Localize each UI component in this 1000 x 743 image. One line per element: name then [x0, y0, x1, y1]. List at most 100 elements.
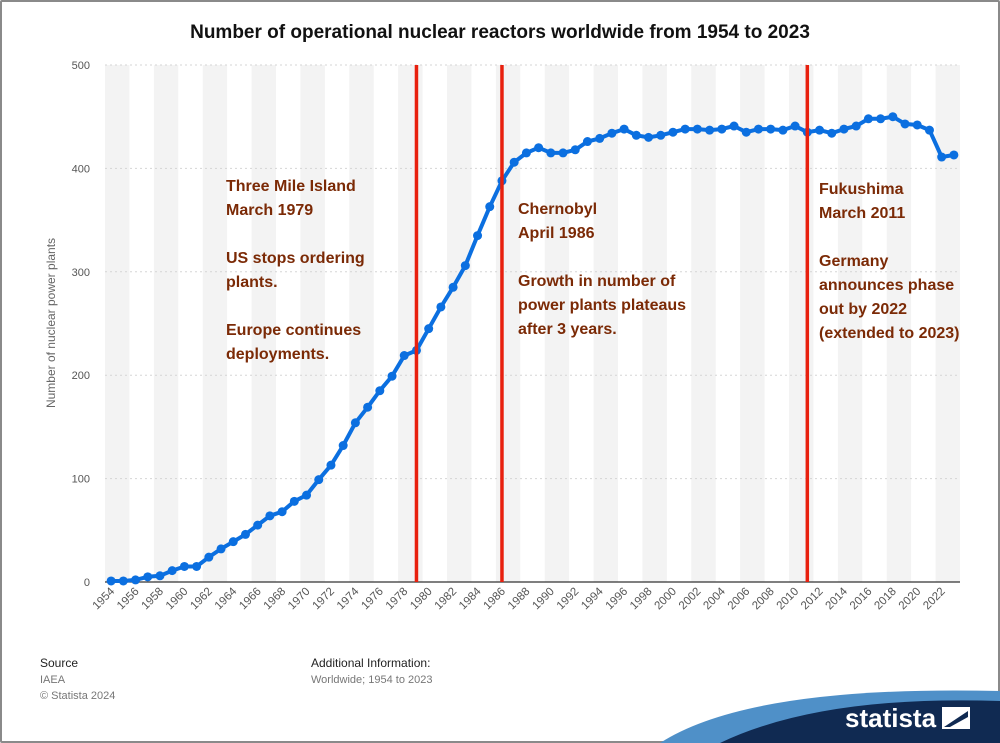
data-point	[118, 576, 128, 586]
data-point	[729, 121, 739, 131]
x-tick-label: 1998	[628, 586, 655, 613]
y-tick-label: 400	[72, 163, 90, 175]
x-tick-label: 1966	[237, 586, 264, 613]
data-point	[350, 418, 360, 428]
data-point	[656, 130, 666, 140]
event-annotation-line: deployments.	[226, 346, 329, 363]
x-tick-label: 1960	[164, 586, 191, 613]
background-band	[691, 65, 716, 582]
x-tick-label: 2004	[701, 585, 728, 612]
y-tick-label: 0	[84, 577, 90, 589]
data-point	[521, 148, 531, 158]
data-point	[851, 121, 861, 131]
background-band	[251, 65, 276, 582]
x-tick-label: 2022	[921, 586, 948, 613]
data-point	[424, 324, 434, 334]
event-annotation-line: Germany	[819, 253, 888, 270]
data-point	[167, 566, 177, 576]
event-annotation: Fukushima March 2011 Germany announces pha…	[819, 181, 959, 342]
data-point	[582, 137, 592, 147]
x-tick-label: 2010	[775, 586, 802, 613]
data-point	[399, 351, 409, 361]
x-tick-label: 2000	[653, 586, 680, 613]
x-tick-label: 1984	[457, 585, 484, 612]
data-point	[363, 402, 373, 412]
data-point	[228, 537, 238, 547]
event-annotation: Chernobyl April 1986 Growth in number of p…	[518, 201, 686, 338]
x-tick-label: 1992	[555, 586, 582, 613]
background-band	[105, 65, 130, 582]
event-annotation-line	[226, 226, 230, 243]
x-tick-label: 2018	[872, 586, 899, 613]
data-point	[766, 124, 776, 134]
data-point	[216, 544, 226, 554]
data-point	[277, 507, 287, 517]
data-point	[827, 128, 837, 138]
background-bands	[105, 65, 960, 582]
data-point	[692, 124, 702, 134]
event-annotation-line: US stops ordering	[226, 250, 365, 267]
statista-logo[interactable]: statista	[600, 683, 1000, 743]
data-point	[570, 145, 580, 155]
event-annotation-line: Growth in number of	[518, 273, 676, 290]
background-band	[153, 65, 179, 582]
event-annotation: Three Mile Island March 1979 US stops ord…	[226, 178, 365, 363]
event-annotation-line: Chernobyl	[518, 201, 597, 218]
event-annotation-line: announces phase	[819, 277, 954, 294]
x-tick-label: 1990	[530, 586, 557, 613]
event-annotation-line	[518, 249, 522, 266]
data-point	[253, 520, 263, 530]
data-point	[387, 371, 397, 381]
data-point	[937, 152, 947, 162]
event-annotation-line: after 3 years.	[518, 321, 617, 338]
background-band	[593, 65, 618, 582]
x-tick-label: 2012	[799, 586, 826, 613]
x-tick-label: 1996	[604, 586, 631, 613]
x-tick-label: 1964	[213, 585, 240, 612]
data-point	[631, 130, 641, 140]
x-tick-label: 2008	[750, 586, 777, 613]
x-tick-label: 1954	[91, 585, 118, 612]
background-band	[740, 65, 765, 582]
data-point	[753, 124, 763, 134]
chart-title: Number of operational nuclear reactors w…	[190, 22, 810, 43]
event-layer: Three Mile Island March 1979 US stops ord…	[226, 65, 959, 582]
data-point	[778, 125, 788, 135]
data-point	[265, 511, 275, 521]
x-tick-label: 1994	[579, 585, 606, 612]
x-tick-label: 1986	[482, 586, 509, 613]
data-point	[863, 114, 873, 124]
x-tick-label: 1956	[115, 586, 142, 613]
data-point	[131, 575, 141, 585]
event-annotation-line: Three Mile Island	[226, 178, 356, 195]
background-band	[202, 65, 228, 582]
data-point	[375, 386, 385, 396]
data-point	[790, 121, 800, 131]
event-annotation-line: April 1986	[518, 225, 595, 242]
data-point	[949, 150, 959, 160]
event-annotation-line: Fukushima	[819, 181, 904, 198]
y-axis-label: Number of nuclear power plants	[44, 238, 58, 408]
data-point	[888, 112, 898, 122]
x-tick-label: 2020	[897, 586, 924, 613]
data-point	[326, 460, 336, 470]
event-annotation-line: March 1979	[226, 202, 313, 219]
data-point	[289, 496, 299, 506]
data-point	[741, 127, 751, 137]
data-point	[534, 143, 544, 153]
data-point	[460, 261, 470, 271]
data-point	[815, 125, 825, 135]
data-point	[668, 127, 678, 137]
data-point	[485, 202, 495, 212]
background-band	[349, 65, 374, 582]
event-annotation-line: plants.	[226, 274, 278, 291]
event-annotation-line: power plants plateaus	[518, 297, 686, 314]
data-point	[314, 475, 324, 485]
x-tick-label: 1968	[262, 586, 289, 613]
background-band	[495, 65, 521, 582]
additional-info-value: Worldwide; 1954 to 2023	[311, 674, 433, 686]
grid-lines	[105, 64, 960, 583]
data-point	[192, 561, 202, 571]
data-point	[143, 572, 153, 582]
